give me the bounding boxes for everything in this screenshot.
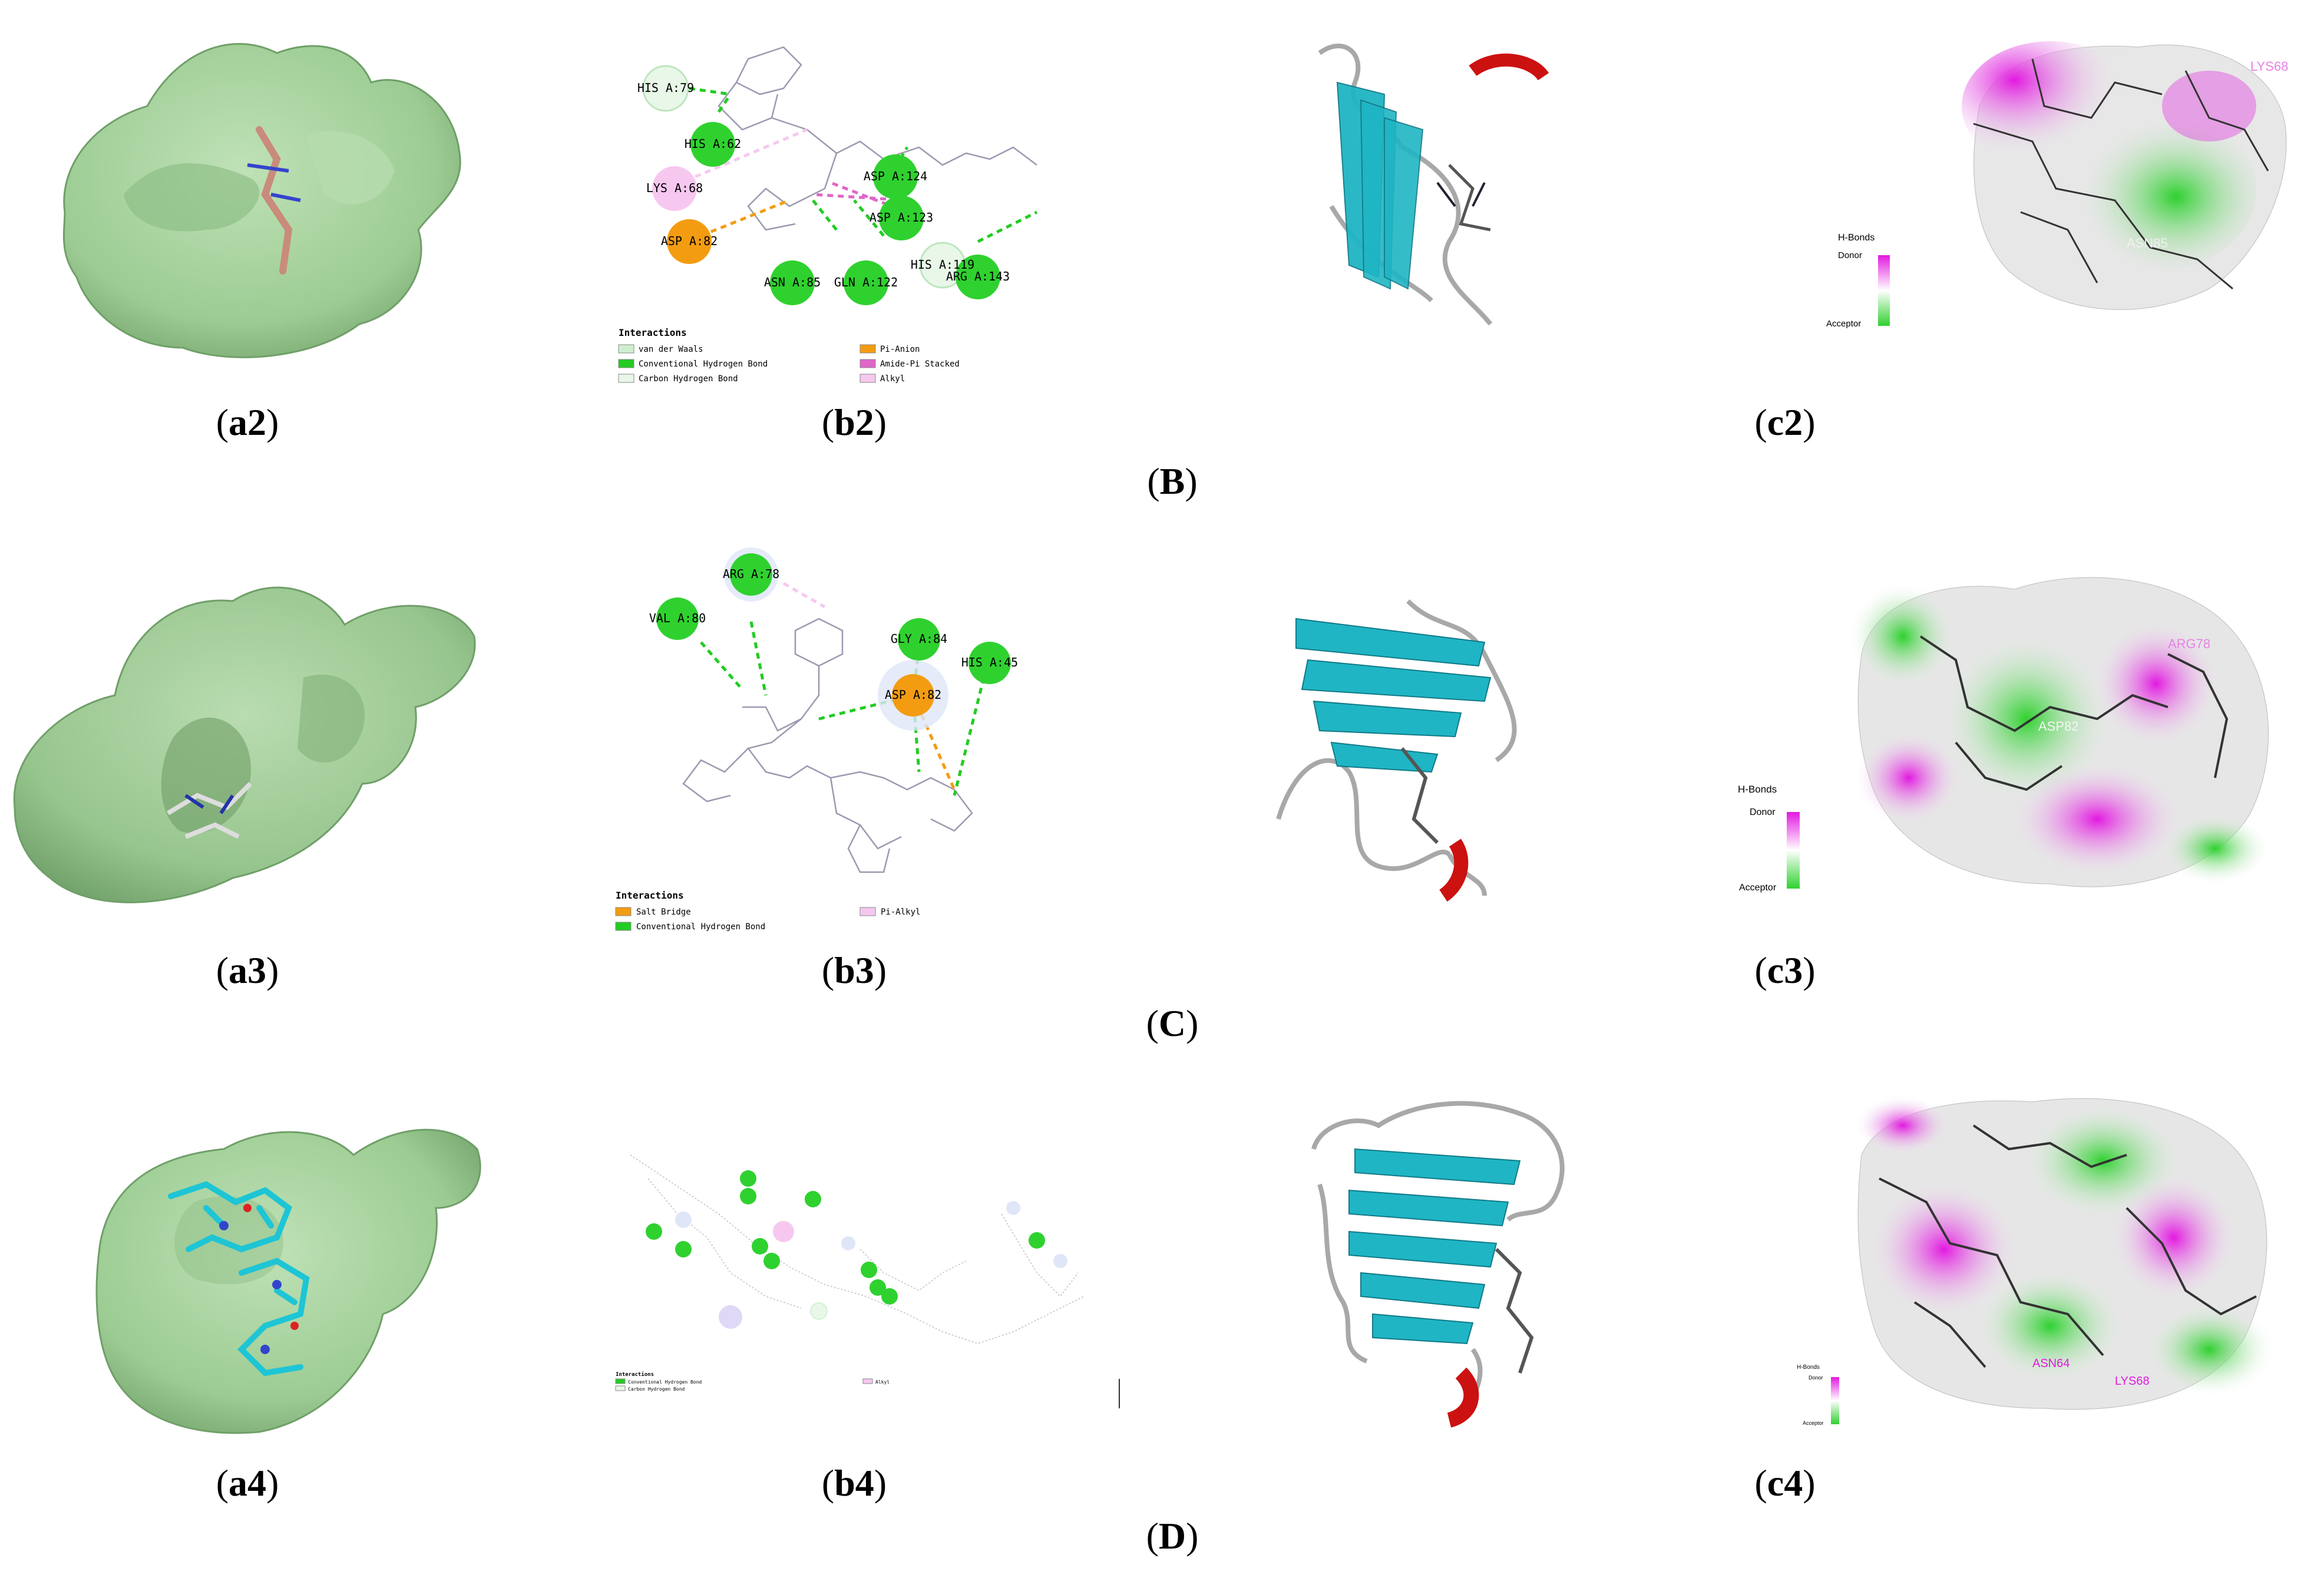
hbond-legend-acceptor: Acceptor <box>1803 1420 1824 1426</box>
residue-label: LYS A:68 <box>646 181 703 195</box>
residue-label: ASP82 <box>2038 719 2079 734</box>
residue-label: HIS A:45 <box>961 655 1018 669</box>
surface-map-c4: ASN64 LYS68 <box>1856 1096 2274 1410</box>
hbond-legend-acceptor: Acceptor <box>1826 319 1862 329</box>
residue-label: ASN64 <box>2032 1357 2070 1370</box>
legend-title: Interactions <box>616 890 684 901</box>
residue-label: HIS A:119 <box>911 258 974 272</box>
legend-item: Carbon Hydrogen Bond <box>639 374 738 384</box>
residue-label: ARG A:78 <box>723 567 779 581</box>
legend-item: Salt Bridge <box>636 907 691 917</box>
caption-c3: (c3) <box>1754 949 1816 991</box>
hbond-gradient-bar <box>1831 1377 1839 1424</box>
residue-label: HIS A:79 <box>637 81 694 95</box>
surface-map-c3: ARG78 ASP82 <box>1850 577 2269 887</box>
surface-view-a3 <box>13 586 476 903</box>
hbond-gradient-bar <box>1878 255 1890 326</box>
residue-label: GLN A:122 <box>834 275 898 289</box>
legend-item: Pi-Alkyl <box>881 907 920 917</box>
group-label-d: (D) <box>1146 1515 1199 1557</box>
interaction-diagram-b4: Interactions Conventional Hydrogen Bond … <box>615 1154 1120 1408</box>
residue-label: ASP A:124 <box>864 169 927 183</box>
surface-map-c2: LYS68 ASN85 <box>1962 41 2288 311</box>
legend-item: Amide-Pi Stacked <box>880 359 960 369</box>
residue-label: VAL A:80 <box>649 611 706 625</box>
residue-label: ASP A:82 <box>885 688 941 702</box>
hbond-legend-c2: H-Bonds Donor Acceptor <box>1826 233 1897 339</box>
caption-a2: (a2) <box>216 401 279 443</box>
hbond-legend-donor: Donor <box>1809 1375 1823 1381</box>
hbond-legend-c4: H-Bonds Donor Acceptor <box>1791 1364 1856 1435</box>
interaction-diagram-b3: ARG A:78 VAL A:80 GLY A:84 HIS A:45 ASP … <box>615 547 1018 932</box>
residue-label: ASN85 <box>2127 236 2168 250</box>
hbond-legend-title: H-Bonds <box>1838 233 1875 243</box>
caption-c2: (c2) <box>1754 401 1816 443</box>
caption-b3: (b3) <box>821 949 887 991</box>
caption-a3: (a3) <box>216 949 279 991</box>
legend-item: Carbon Hydrogen Bond <box>628 1387 685 1392</box>
ribbon-view-d <box>1311 1101 1565 1428</box>
caption-a4: (a4) <box>216 1462 279 1504</box>
caption-b2: (b2) <box>821 401 887 443</box>
residue-label: HIS A:62 <box>685 137 741 151</box>
legend-item: Conventional Hydrogen Bond <box>628 1379 702 1385</box>
hbond-legend-donor: Donor <box>1750 807 1776 817</box>
legend-item: Alkyl <box>875 1379 890 1385</box>
interaction-diagram-b2: HIS A:79 HIS A:62 LYS A:68 ASP A:82 ASN … <box>618 46 1038 384</box>
group-label-b: (B) <box>1147 460 1198 502</box>
hbond-gradient-bar <box>1787 812 1800 889</box>
legend-item: Pi-Anion <box>880 345 920 354</box>
residue-label: ASN A:85 <box>764 275 821 289</box>
surface-view-a2 <box>62 43 461 358</box>
residue-label: LYS68 <box>2115 1375 2150 1388</box>
legend-item: Alkyl <box>880 374 905 384</box>
hbond-legend-acceptor: Acceptor <box>1739 883 1777 893</box>
residue-label: ASP A:123 <box>870 210 933 225</box>
hbond-legend-c3: H-Bonds Donor Acceptor <box>1726 784 1820 902</box>
hbond-legend-title: H-Bonds <box>1738 784 1777 795</box>
legend-item: Conventional Hydrogen Bond <box>636 922 765 932</box>
group-label-c: (C) <box>1146 1002 1199 1044</box>
residue-label: ASP A:82 <box>661 234 718 248</box>
residue-label: GLY A:84 <box>891 632 947 646</box>
legend-item: Conventional Hydrogen Bond <box>639 359 768 369</box>
legend-title: Interactions <box>616 1371 654 1378</box>
legend-item: van der Waals <box>639 345 703 354</box>
ribbon-view-b <box>1318 44 1549 326</box>
hbond-legend-donor: Donor <box>1838 250 1862 260</box>
surface-view-a4 <box>95 1128 481 1434</box>
hbond-legend-title: H-Bonds <box>1797 1364 1820 1371</box>
ribbon-view-c <box>1276 599 1517 902</box>
legend-title: Interactions <box>619 327 687 338</box>
caption-c4: (c4) <box>1754 1462 1816 1504</box>
residue-label: ARG A:143 <box>946 269 1010 283</box>
residue-label: LYS68 <box>2250 59 2288 74</box>
residue-label: ARG78 <box>2168 636 2210 651</box>
caption-b4: (b4) <box>821 1462 887 1504</box>
